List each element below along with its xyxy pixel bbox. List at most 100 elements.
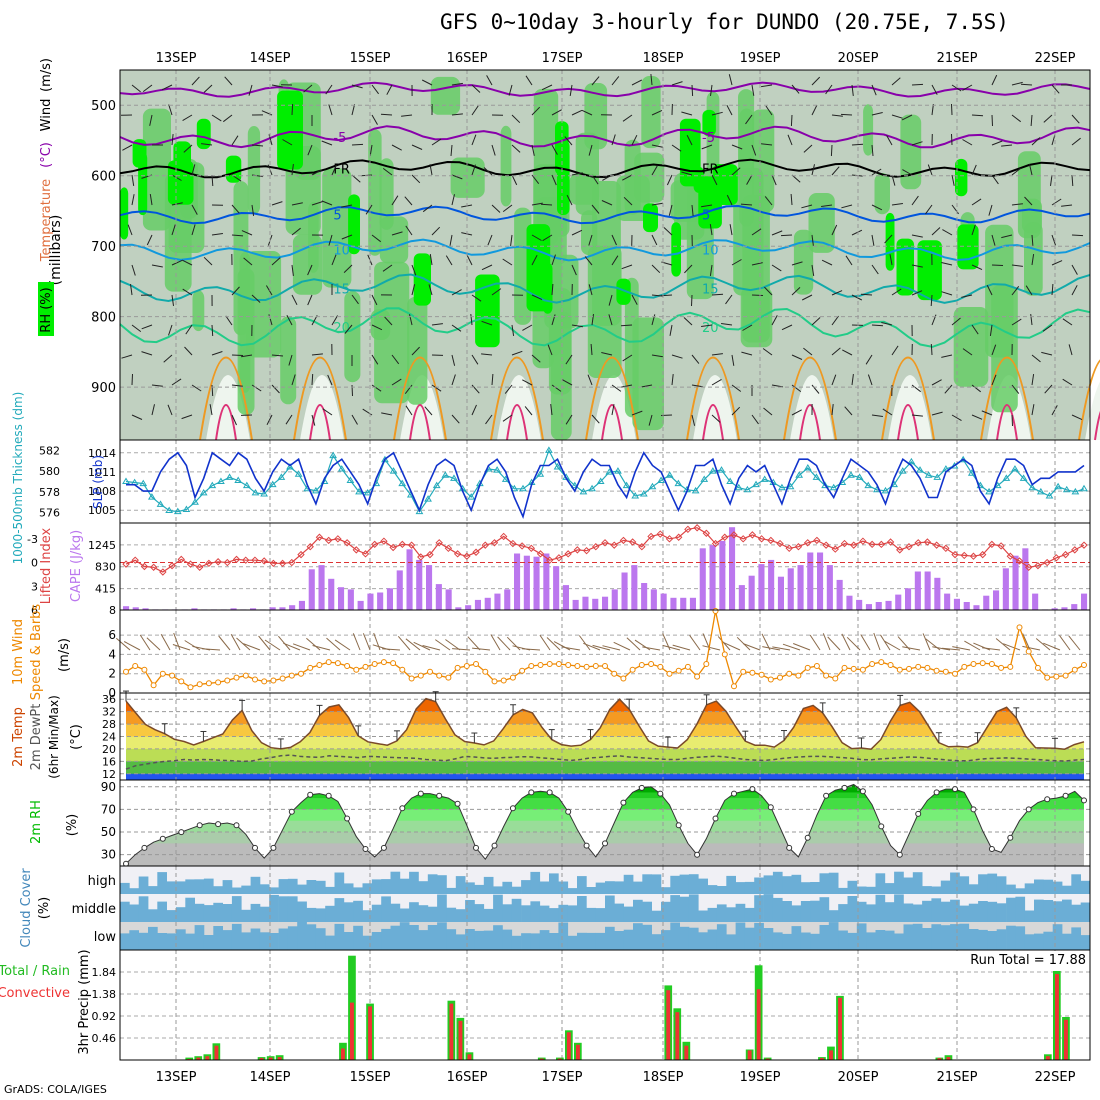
lifted-index-point (702, 529, 711, 537)
wind-barb (591, 314, 594, 326)
cloud-cover-cell (763, 894, 774, 922)
surface-wind-barb (922, 633, 931, 651)
lifted-index-point (389, 543, 397, 552)
wind-barb (971, 164, 977, 176)
thickness-axis-label: 1000-500mb Thickness (dm) (11, 392, 25, 565)
wind-barb (1031, 234, 1034, 247)
wind-speed-point (988, 661, 995, 667)
wind-barb (581, 109, 593, 116)
wind-barb (201, 143, 213, 146)
temperature-contour-hot (702, 404, 724, 441)
cloud-cover-cell (306, 924, 317, 950)
wind-barb (311, 201, 323, 206)
cloud-cover-cell (390, 903, 401, 922)
cloud-cover-cell (633, 923, 643, 950)
wind-barb (343, 264, 353, 273)
rh-point (454, 800, 461, 807)
surface-wind-barb (362, 633, 371, 651)
wind-barb (285, 414, 293, 425)
wind-barb (683, 317, 693, 326)
thickness-point (752, 480, 760, 488)
wind-barb (941, 354, 953, 358)
wind-barb (763, 407, 773, 416)
cloud-cover-cell (278, 928, 289, 950)
cloud-cover-cell (688, 894, 699, 922)
wind-speed-point (906, 665, 912, 672)
wind-speed-point (712, 608, 719, 614)
surface-wind-barb (472, 647, 491, 651)
cape-bar (660, 593, 667, 610)
rh-point (417, 790, 424, 797)
cloud-cover-cell (716, 924, 727, 950)
cloud-cover-cell (148, 926, 158, 950)
rh-high-patch (196, 118, 211, 150)
cloud-cover-cell (539, 881, 550, 894)
lifted-index-point (794, 543, 803, 551)
date-label-top: 22SEP (1035, 51, 1076, 66)
lifted-index-point (813, 536, 821, 545)
cape-bar (396, 570, 403, 610)
wind-barb (127, 224, 133, 236)
wind-barb (884, 234, 893, 244)
cloud-cover-cell (231, 896, 242, 922)
cloud-cover-cell (138, 896, 149, 922)
surface-wind-barb (243, 643, 261, 651)
surface-wind-barb (1003, 643, 1021, 651)
wind-barb (611, 134, 616, 146)
cloud-cover-cell (437, 894, 447, 922)
wind-barb (931, 227, 941, 236)
wind-barb (911, 234, 923, 238)
cloud-cover-cell (241, 932, 251, 950)
wind-barb (751, 144, 757, 156)
cloud-cover-cell (259, 932, 270, 950)
thickness-point (674, 479, 683, 487)
lifted-index-point (380, 537, 388, 545)
lifted-index-point (223, 558, 232, 567)
thickness-point (717, 466, 726, 473)
surface-wind-barb (230, 634, 241, 651)
cloud-cover-cell (744, 927, 755, 950)
lifted-index-tick-label: 0 (31, 557, 38, 570)
surface-wind-barb (932, 646, 951, 651)
wind-barb (951, 317, 961, 326)
wind-speed-point (353, 666, 360, 673)
wind-barb (911, 264, 923, 268)
cloud-cover-cell (1080, 880, 1091, 894)
surface-wind-barb (506, 636, 521, 651)
lifted-index-point (1071, 546, 1079, 554)
rh-point (1025, 806, 1032, 813)
rh-point (546, 789, 553, 796)
wind-speed-point (344, 663, 351, 669)
surface-wind-barb (902, 646, 921, 651)
rh-high-patch (698, 176, 722, 229)
wind-barb (751, 228, 762, 236)
thickness-tick-label: 578 (39, 486, 60, 499)
precip-convective-bar (838, 997, 842, 1060)
temperature-tick-label: 36 (102, 693, 116, 706)
cloud-cover-cell (166, 881, 177, 894)
wind-barb (622, 174, 633, 181)
wind-barb (681, 111, 693, 116)
cloud-cover-cell (922, 886, 932, 894)
cloud-cover-cell (931, 886, 942, 894)
wind-barb (801, 294, 813, 301)
wind-barb (540, 203, 553, 206)
cloud-cover-cell (325, 905, 335, 922)
wind-barb (771, 264, 782, 272)
wind-barb (321, 140, 333, 146)
wind-barb (291, 227, 301, 236)
temperature-contour-hot (897, 404, 919, 441)
thickness-point (967, 469, 976, 476)
cloud-cover-cell (931, 924, 942, 950)
wind-barb (451, 82, 463, 86)
rh-point (712, 815, 719, 822)
wind-barb (764, 196, 773, 206)
wind-barb (691, 384, 703, 388)
wind-barb (588, 144, 593, 156)
wind-barb (450, 144, 453, 157)
thickness-point (907, 457, 916, 465)
wind-barb (131, 373, 133, 386)
wind-barb (860, 293, 873, 296)
cloud-cover-cell (1062, 933, 1072, 950)
wind-speed-point (767, 676, 774, 683)
